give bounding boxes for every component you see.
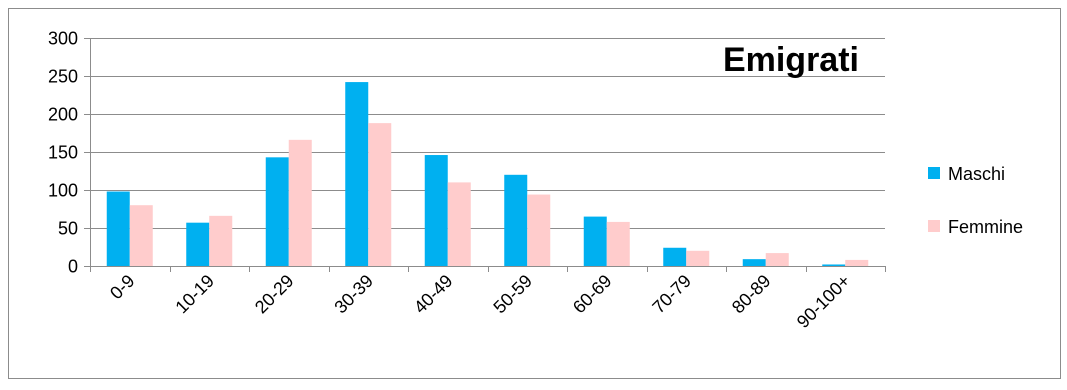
bar-femmine <box>209 215 233 266</box>
bar-maschi <box>186 222 210 266</box>
bar-femmine <box>606 221 630 266</box>
legend-label-maschi: Maschi <box>948 164 1005 184</box>
y-tick-label: 0 <box>68 257 78 277</box>
legend: Maschi Femmine <box>928 164 1023 237</box>
bar-maschi <box>663 247 687 266</box>
bar-femmine <box>845 259 869 266</box>
legend-swatch-femmine <box>928 220 940 232</box>
bars-layer <box>106 82 869 267</box>
chart-title: Emigrati <box>723 41 859 79</box>
bar-femmine <box>765 253 789 266</box>
y-tick-label: 300 <box>48 29 78 49</box>
chart-border <box>8 8 1061 379</box>
bar-femmine <box>288 139 312 266</box>
y-tick-label: 200 <box>48 105 78 125</box>
bar-femmine <box>447 182 471 266</box>
y-tick-label: 250 <box>48 67 78 87</box>
bar-femmine <box>129 205 153 266</box>
y-tick-label: 150 <box>48 143 78 163</box>
bar-maschi <box>822 264 846 266</box>
bar-maschi <box>424 155 448 266</box>
bar-femmine <box>527 194 551 266</box>
legend-swatch-maschi <box>928 167 940 179</box>
bar-maschi <box>106 191 130 266</box>
bar-femmine <box>368 123 392 267</box>
bar-femmine <box>686 250 710 266</box>
bar-maschi <box>345 82 369 266</box>
bar-maschi <box>504 174 528 266</box>
y-tick-label: 50 <box>58 219 78 239</box>
legend-label-femmine: Femmine <box>948 217 1023 237</box>
y-tick-label: 100 <box>48 181 78 201</box>
bar-maschi <box>742 259 766 266</box>
bar-maschi <box>583 216 607 266</box>
bar-maschi <box>265 157 289 266</box>
